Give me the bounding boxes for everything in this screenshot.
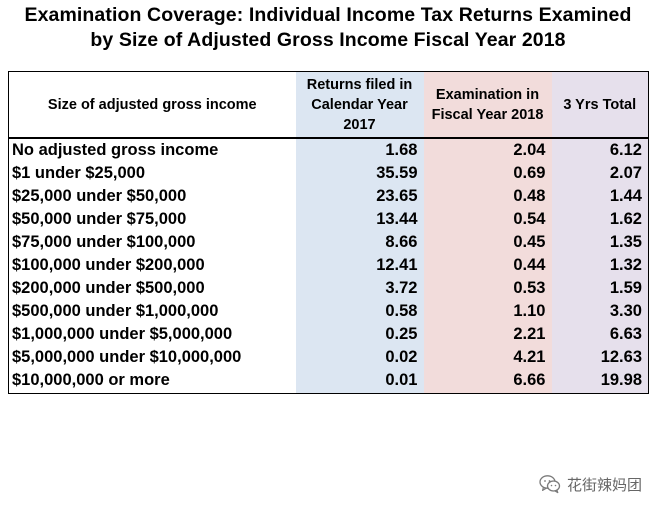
exam-2018-value: 0.69 xyxy=(423,162,552,185)
returns-2017-value: 12.41 xyxy=(295,254,424,277)
exam-2018-value: 0.48 xyxy=(423,185,552,208)
exam-2018-value: 6.66 xyxy=(423,369,552,394)
returns-2017-value: 1.68 xyxy=(295,138,424,162)
income-tax-table: Size of adjusted gross income Returns fi… xyxy=(8,71,649,394)
table-header-row: Size of adjusted gross income Returns fi… xyxy=(8,71,649,139)
page-title: Examination Coverage: Individual Income … xyxy=(0,3,656,53)
exam-2018-value: 0.53 xyxy=(423,277,552,300)
three-yr-total-value: 12.63 xyxy=(551,346,649,369)
row-label: $200,000 under $500,000 xyxy=(8,277,296,300)
three-yr-total-value: 1.44 xyxy=(551,185,649,208)
row-label: $100,000 under $200,000 xyxy=(8,254,296,277)
row-label: $5,000,000 under $10,000,000 xyxy=(8,346,296,369)
returns-2017-value: 0.58 xyxy=(295,300,424,323)
exam-2018-value: 0.44 xyxy=(423,254,552,277)
header-agi-size: Size of adjusted gross income xyxy=(8,71,296,139)
row-label: $1,000,000 under $5,000,000 xyxy=(8,323,296,346)
row-label: $500,000 under $1,000,000 xyxy=(8,300,296,323)
table-row: $200,000 under $500,000 3.72 0.53 1.59 xyxy=(8,277,649,300)
three-yr-total-value: 1.62 xyxy=(551,208,649,231)
watermark-text: 花街辣妈团 xyxy=(566,475,642,494)
returns-2017-value: 23.65 xyxy=(295,185,424,208)
row-label: $25,000 under $50,000 xyxy=(8,185,296,208)
exam-2018-value: 4.21 xyxy=(423,346,552,369)
table-row: $10,000,000 or more 0.01 6.66 19.98 xyxy=(8,369,649,394)
table-row: $1 under $25,000 35.59 0.69 2.07 xyxy=(8,162,649,185)
three-yr-total-value: 2.07 xyxy=(551,162,649,185)
exam-2018-value: 2.04 xyxy=(423,138,552,162)
three-yr-total-value: 1.35 xyxy=(551,231,649,254)
three-yr-total-value: 3.30 xyxy=(551,300,649,323)
header-returns-2017: Returns filed in Calendar Year 2017 xyxy=(295,71,424,139)
returns-2017-value: 3.72 xyxy=(295,277,424,300)
exam-2018-value: 0.45 xyxy=(423,231,552,254)
exam-2018-value: 0.54 xyxy=(423,208,552,231)
title-line-1: Examination Coverage: Individual Income … xyxy=(24,4,632,26)
row-label: $75,000 under $100,000 xyxy=(8,231,296,254)
exam-2018-value: 1.10 xyxy=(423,300,552,323)
watermark: 花街辣妈团 xyxy=(539,472,642,496)
table-row: $100,000 under $200,000 12.41 0.44 1.32 xyxy=(8,254,649,277)
table-row: $25,000 under $50,000 23.65 0.48 1.44 xyxy=(8,185,649,208)
three-yr-total-value: 6.12 xyxy=(551,138,649,162)
returns-2017-value: 0.01 xyxy=(295,369,424,394)
table-row: No adjusted gross income 1.68 2.04 6.12 xyxy=(8,138,649,162)
returns-2017-value: 0.02 xyxy=(295,346,424,369)
row-label: $50,000 under $75,000 xyxy=(8,208,296,231)
returns-2017-value: 8.66 xyxy=(295,231,424,254)
three-yr-total-value: 6.63 xyxy=(551,323,649,346)
table-row: $1,000,000 under $5,000,000 0.25 2.21 6.… xyxy=(8,323,649,346)
title-line-2: by Size of Adjusted Gross Income Fiscal … xyxy=(90,29,566,51)
returns-2017-value: 13.44 xyxy=(295,208,424,231)
header-three-yr-total: 3 Yrs Total xyxy=(551,71,649,139)
row-label: $1 under $25,000 xyxy=(8,162,296,185)
returns-2017-value: 35.59 xyxy=(295,162,424,185)
table-row: $500,000 under $1,000,000 0.58 1.10 3.30 xyxy=(8,300,649,323)
three-yr-total-value: 19.98 xyxy=(551,369,649,394)
exam-2018-value: 2.21 xyxy=(423,323,552,346)
header-exam-2018: Examination in Fiscal Year 2018 xyxy=(423,71,552,139)
table-row: $50,000 under $75,000 13.44 0.54 1.62 xyxy=(8,208,649,231)
table-row: $5,000,000 under $10,000,000 0.02 4.21 1… xyxy=(8,346,649,369)
returns-2017-value: 0.25 xyxy=(295,323,424,346)
table-row: $75,000 under $100,000 8.66 0.45 1.35 xyxy=(8,231,649,254)
three-yr-total-value: 1.59 xyxy=(551,277,649,300)
table-body: No adjusted gross income 1.68 2.04 6.12 … xyxy=(8,138,649,394)
row-label: $10,000,000 or more xyxy=(8,369,296,394)
row-label: No adjusted gross income xyxy=(8,138,296,162)
three-yr-total-value: 1.32 xyxy=(551,254,649,277)
wechat-icon xyxy=(539,474,561,494)
